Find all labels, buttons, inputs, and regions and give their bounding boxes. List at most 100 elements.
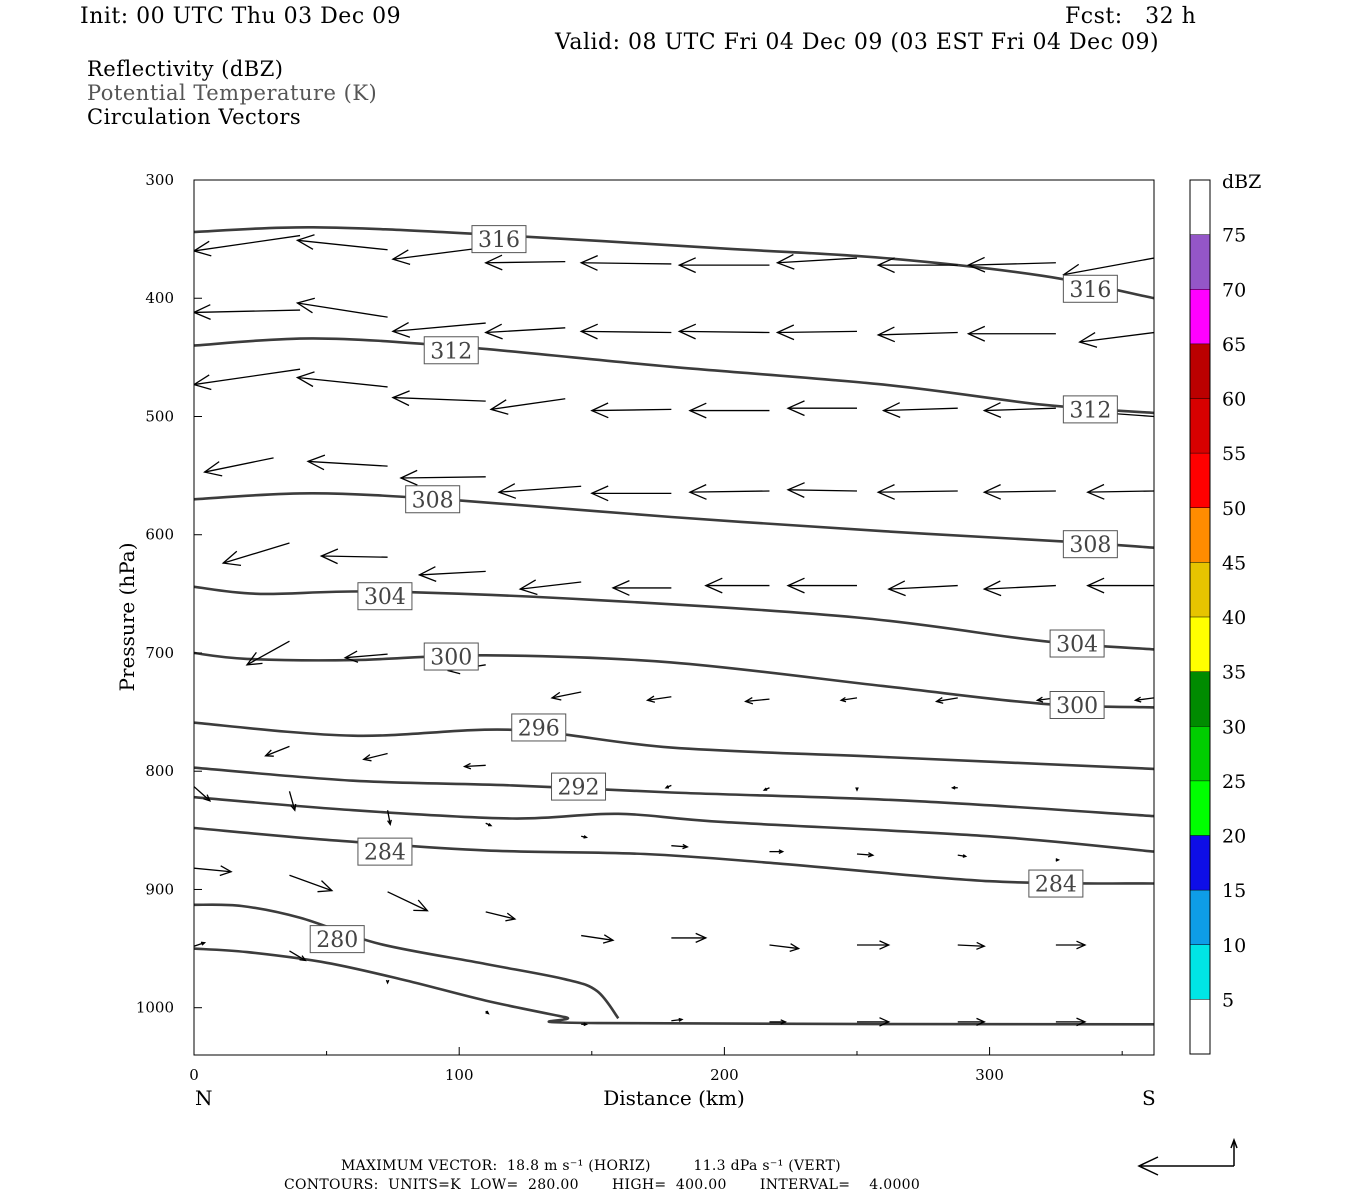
svg-text:292: 292 [558, 776, 600, 801]
y-tick-label: 400 [145, 289, 174, 307]
circulation-vector [677, 323, 770, 340]
contour-label: 308 [405, 485, 461, 514]
y-tick-label: 700 [145, 644, 174, 662]
circulation-vector [590, 402, 672, 419]
circulation-vector [288, 791, 297, 812]
svg-text:312: 312 [430, 339, 472, 364]
circulation-vector [289, 874, 334, 893]
circulation-vector [391, 390, 486, 407]
circulation-vector [417, 566, 486, 583]
circulation-vector [1133, 696, 1154, 703]
circulation-vector [786, 577, 857, 594]
circulation-vector [221, 542, 290, 567]
circulation-vector [876, 257, 958, 274]
circulation-vector [856, 1017, 891, 1027]
y-tick-label: 600 [145, 526, 174, 544]
circulation-vector [744, 697, 770, 705]
x-tick-label: 100 [445, 1066, 474, 1084]
circulation-vector [982, 402, 1056, 419]
colorbar-bin [1190, 999, 1210, 1054]
contour-label: 304 [1049, 629, 1105, 658]
colorbar-bin [1190, 617, 1210, 672]
circulation-vector [769, 943, 801, 953]
y-tick-label: 900 [145, 880, 174, 898]
colorbar-level-label: 10 [1222, 935, 1246, 957]
contour-label: 280 [309, 925, 365, 954]
colorbar-bin [1190, 780, 1210, 836]
circulation-vector [950, 785, 958, 790]
circulation-vector [881, 402, 958, 419]
colorbar-bin [1190, 180, 1210, 235]
colorbar-bin [1190, 453, 1210, 508]
svg-text:304: 304 [364, 585, 406, 610]
circulation-vector [957, 941, 986, 950]
contour-label: 300 [1049, 691, 1105, 719]
colorbar-bin [1190, 562, 1210, 617]
circulation-vector [484, 323, 566, 340]
circulation-vector [887, 580, 958, 597]
circulation-vector [982, 580, 1056, 597]
svg-text:316: 316 [1069, 278, 1111, 303]
colorbar-bin [1190, 890, 1210, 945]
svg-text:284: 284 [1035, 873, 1077, 898]
svg-text:312: 312 [1069, 398, 1111, 423]
circulation-vector [769, 1019, 787, 1025]
circulation-vector [982, 484, 1056, 500]
contour-308 [194, 491, 1154, 549]
circulation-vector [289, 950, 307, 962]
contour-316 [194, 225, 1154, 300]
circulation-vector [194, 865, 233, 877]
circulation-vector [966, 256, 1056, 273]
contour-label: 312 [1062, 395, 1118, 424]
svg-text:300: 300 [1056, 694, 1098, 719]
colorbar-level-label: 70 [1222, 279, 1246, 301]
colorbar-bin [1190, 343, 1210, 399]
contour-288 [194, 795, 1154, 853]
x-right-endpoint: S [1142, 1086, 1156, 1110]
circulation-vector [391, 246, 486, 266]
circulation-vector [194, 941, 207, 947]
circulation-vector [611, 580, 672, 596]
circulation-vector [485, 911, 517, 922]
circulation-vector [362, 752, 388, 762]
circulation-vector [769, 849, 785, 854]
colorbar-level-label: 35 [1222, 662, 1246, 684]
circulation-vector [485, 822, 493, 827]
svg-text:308: 308 [412, 488, 454, 513]
circulation-vector [876, 326, 958, 343]
circulation-vector [295, 297, 388, 318]
circulation-vector [1055, 940, 1087, 950]
circulation-vector [194, 368, 301, 391]
svg-text:316: 316 [478, 228, 520, 253]
circulation-vector [856, 852, 875, 858]
circulation-vector [855, 787, 859, 792]
circulation-vector [957, 1017, 986, 1026]
circulation-vector [295, 371, 388, 388]
y-tick-label: 1000 [136, 999, 174, 1017]
circulation-vector [581, 1022, 589, 1027]
legend-circulation-vectors: Circulation Vectors [87, 105, 302, 129]
circulation-vector [786, 482, 857, 498]
contour-280 [194, 903, 620, 1020]
contour-label: 308 [1062, 530, 1118, 559]
circulation-vector [497, 483, 582, 499]
circulation-vector [550, 691, 582, 701]
circulation-vector [856, 940, 891, 950]
contour-label: 296 [511, 713, 567, 742]
y-axis-title: Pressure (hPa) [115, 543, 139, 692]
circulation-vector [688, 484, 770, 500]
colorbar-level-label: 30 [1222, 716, 1246, 738]
svg-text:304: 304 [1056, 633, 1098, 658]
circulation-vector [671, 932, 708, 943]
circulation-vector [664, 784, 672, 789]
circulation-vector [387, 891, 429, 912]
colorbar-level-label: 55 [1222, 443, 1246, 465]
contour-label: 300 [423, 642, 479, 671]
circulation-vector [295, 234, 388, 251]
contour-label: 284 [1028, 869, 1084, 898]
valid-time: Valid: 08 UTC Fri 04 Dec 09 (03 EST Fri … [555, 30, 1160, 55]
circulation-vector [775, 253, 858, 270]
circulation-vector [1086, 483, 1154, 500]
reference-vector [1137, 1137, 1238, 1176]
